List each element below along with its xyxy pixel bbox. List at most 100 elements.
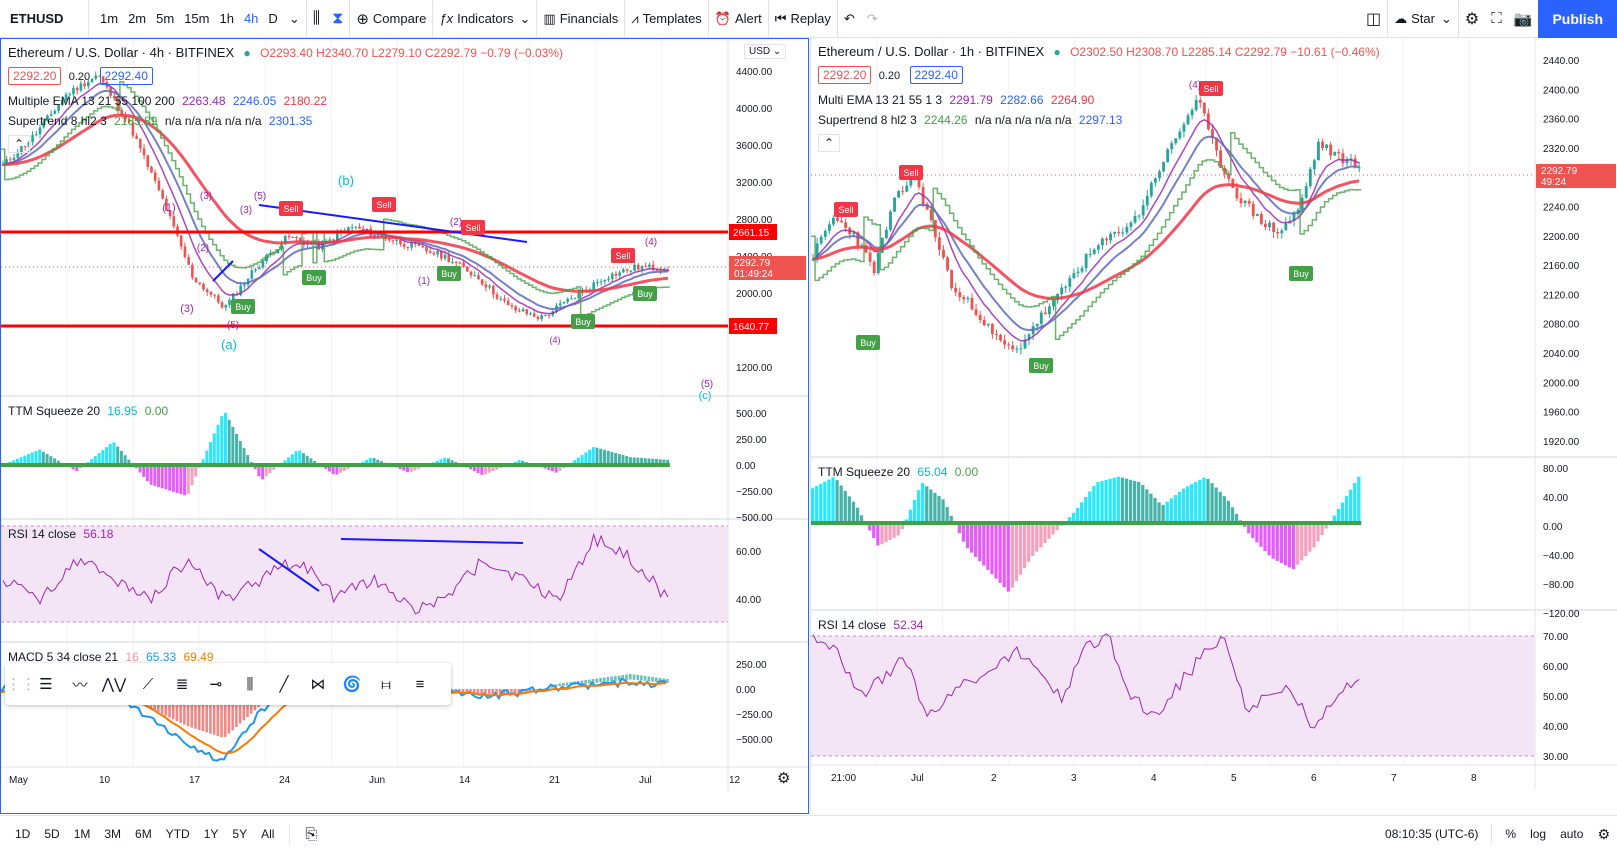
- drag-handle-icon[interactable]: ⋮⋮: [6, 676, 36, 693]
- long-position-icon[interactable]: ⫼: [246, 675, 254, 693]
- collapse-legend-icon[interactable]: ⌃: [8, 135, 30, 153]
- compare-button[interactable]: ⊕ Compare: [350, 0, 432, 38]
- candle-body: [157, 180, 161, 191]
- range-1y[interactable]: 1Y: [203, 827, 219, 841]
- redo-icon[interactable]: ↷: [866, 10, 878, 26]
- macd-histogram-bar: [194, 689, 197, 729]
- bar-style-icon[interactable]: ⫼: [312, 9, 321, 27]
- supertrend-legend[interactable]: Supertrend 8 hl2 3 2185.89 n/a n/a n/a n…: [8, 114, 312, 128]
- macd-value-2: 69.49: [183, 650, 214, 664]
- timeframe-1h[interactable]: 1h: [219, 11, 234, 26]
- settings-sliders-icon[interactable]: ≡: [415, 675, 425, 693]
- camera-icon[interactable]: 📷: [1513, 10, 1533, 28]
- range-ytd[interactable]: YTD: [165, 827, 190, 841]
- supertrend-legend[interactable]: Supertrend 8 hl2 3 2244.26 n/a n/a n/a n…: [818, 113, 1122, 127]
- range-5d[interactable]: 5D: [44, 827, 60, 841]
- elliott-wave-label: (4): [645, 237, 657, 248]
- timeframe-D[interactable]: D: [268, 11, 278, 26]
- zigzag-icon[interactable]: 〰: [72, 676, 88, 694]
- elliott-wave-label: (2): [197, 243, 209, 254]
- line-icon[interactable]: ╱: [279, 676, 289, 693]
- currency-selector[interactable]: USD ⌄: [744, 44, 787, 59]
- range-3m[interactable]: 3M: [104, 827, 122, 841]
- gear-icon[interactable]: ⚙: [1464, 10, 1480, 28]
- timeframe-4h[interactable]: 4h: [243, 11, 259, 26]
- spiral-icon[interactable]: 🌀: [342, 676, 362, 693]
- undo-icon[interactable]: ↶: [843, 10, 855, 26]
- indicators-button[interactable]: ƒx Indicators ⌄: [433, 0, 536, 38]
- candle-body: [202, 283, 205, 290]
- ttm-legend[interactable]: TTM Squeeze 20 65.04 0.00: [818, 465, 978, 479]
- candle-body: [506, 300, 510, 306]
- range-1d[interactable]: 1D: [15, 827, 31, 841]
- right-chart-panel[interactable]: 2440.002400.002360.002320.002280.002240.…: [810, 38, 1617, 814]
- ttm-legend[interactable]: TTM Squeeze 20 16.95 0.00: [8, 404, 168, 418]
- ema-legend[interactable]: Multiple EMA 13 21 55 100 200 2263.48 22…: [8, 94, 327, 108]
- settings-gear-icon[interactable]: ⚙: [1597, 825, 1610, 842]
- publish-button[interactable]: Publish: [1538, 0, 1617, 38]
- candle-style-icon[interactable]: ⧗: [332, 9, 344, 27]
- trend-line-icon[interactable]: ⟋: [142, 675, 154, 693]
- replay-button[interactable]: ⏮ Replay: [769, 0, 837, 38]
- macd-histogram-bar: [554, 684, 558, 687]
- ttm-histogram-bar: [941, 499, 945, 523]
- timeframe-5m[interactable]: 5m: [156, 11, 175, 26]
- layout-icon[interactable]: ◫: [1366, 10, 1382, 28]
- goto-date-icon[interactable]: ⎘: [305, 825, 318, 843]
- ttm-histogram-bar: [101, 450, 105, 465]
- save-button[interactable]: ☁ Star ⌄: [1388, 0, 1458, 38]
- percent-toggle[interactable]: %: [1505, 827, 1517, 841]
- macd-histogram-bar: [614, 676, 617, 681]
- ttm-histogram-bar: [617, 454, 621, 465]
- range-all[interactable]: All: [261, 827, 275, 841]
- ask-price[interactable]: 2292.40: [909, 66, 963, 84]
- range-1m[interactable]: 1M: [73, 827, 91, 841]
- candle-body: [295, 237, 298, 239]
- ask-price[interactable]: 2292.40: [99, 67, 153, 85]
- candle-body: [1345, 159, 1349, 164]
- candle-body: [224, 304, 228, 308]
- ttm-histogram-bar: [628, 457, 632, 465]
- financials-button[interactable]: ▥ Financials: [537, 0, 624, 38]
- bid-price[interactable]: 2292.20: [818, 66, 872, 84]
- auto-toggle[interactable]: auto: [1560, 827, 1584, 841]
- templates-button[interactable]: ⩘ Templates: [625, 0, 708, 38]
- timeframe-1m[interactable]: 1m: [100, 11, 119, 26]
- left-chart-panel[interactable]: 4400.004000.003600.003200.002800.002400.…: [0, 38, 809, 814]
- chart-settings-icon[interactable]: ⚙: [777, 770, 791, 787]
- left-chart-canvas[interactable]: 4400.004000.003600.003200.002800.002400.…: [1, 39, 808, 813]
- ema-legend[interactable]: Multi EMA 13 21 55 1 3 2291.79 2282.66 2…: [818, 93, 1094, 107]
- candle-body: [636, 264, 640, 270]
- ttm-histogram-bar: [1035, 523, 1039, 552]
- fullscreen-icon[interactable]: ⛶: [1491, 10, 1502, 27]
- collapse-legend-icon[interactable]: ⌃: [818, 134, 840, 152]
- rsi-legend[interactable]: RSI 14 close 56.18: [8, 527, 113, 541]
- candle-body: [905, 185, 909, 192]
- candle-body: [562, 301, 566, 304]
- horizontal-lines-icon[interactable]: ☰: [39, 676, 53, 693]
- fib-icon[interactable]: ≣: [175, 676, 189, 693]
- clock[interactable]: 08:10:35 (UTC-6): [1385, 827, 1479, 841]
- timeframe-2m[interactable]: 2m: [128, 11, 147, 26]
- buy-signal-label: Buy: [637, 289, 653, 299]
- ttm-histogram-bar: [23, 455, 27, 465]
- sliders-icon[interactable]: ⧦: [381, 675, 391, 693]
- ttm-histogram-bar: [1022, 523, 1027, 569]
- price-tick-label: 1960.00: [1543, 408, 1580, 419]
- range-5y[interactable]: 5Y: [232, 827, 248, 841]
- candle-body: [1333, 151, 1337, 156]
- pattern-icon[interactable]: ⋈: [310, 676, 326, 693]
- range-6m[interactable]: 6M: [135, 827, 152, 841]
- symbol-search[interactable]: ETHUSD: [10, 11, 64, 26]
- right-chart-canvas[interactable]: 2440.002400.002360.002320.002280.002240.…: [811, 38, 1617, 814]
- macd-legend[interactable]: MACD 5 34 close 21 16 65.33 69.49: [8, 650, 214, 664]
- bid-price[interactable]: 2292.20: [8, 67, 62, 85]
- interval-dropdown-icon[interactable]: ⌄: [288, 10, 300, 26]
- candle-body: [1035, 323, 1039, 327]
- rsi-legend[interactable]: RSI 14 close 52.34: [818, 618, 923, 632]
- timeframe-15m[interactable]: 15m: [184, 11, 210, 26]
- alert-button[interactable]: ⏰ Alert: [709, 0, 768, 38]
- log-toggle[interactable]: log: [1530, 827, 1547, 841]
- horizontal-ray-icon[interactable]: ⊸: [209, 676, 223, 693]
- abc-pattern-icon[interactable]: ⋀⋁: [101, 676, 127, 693]
